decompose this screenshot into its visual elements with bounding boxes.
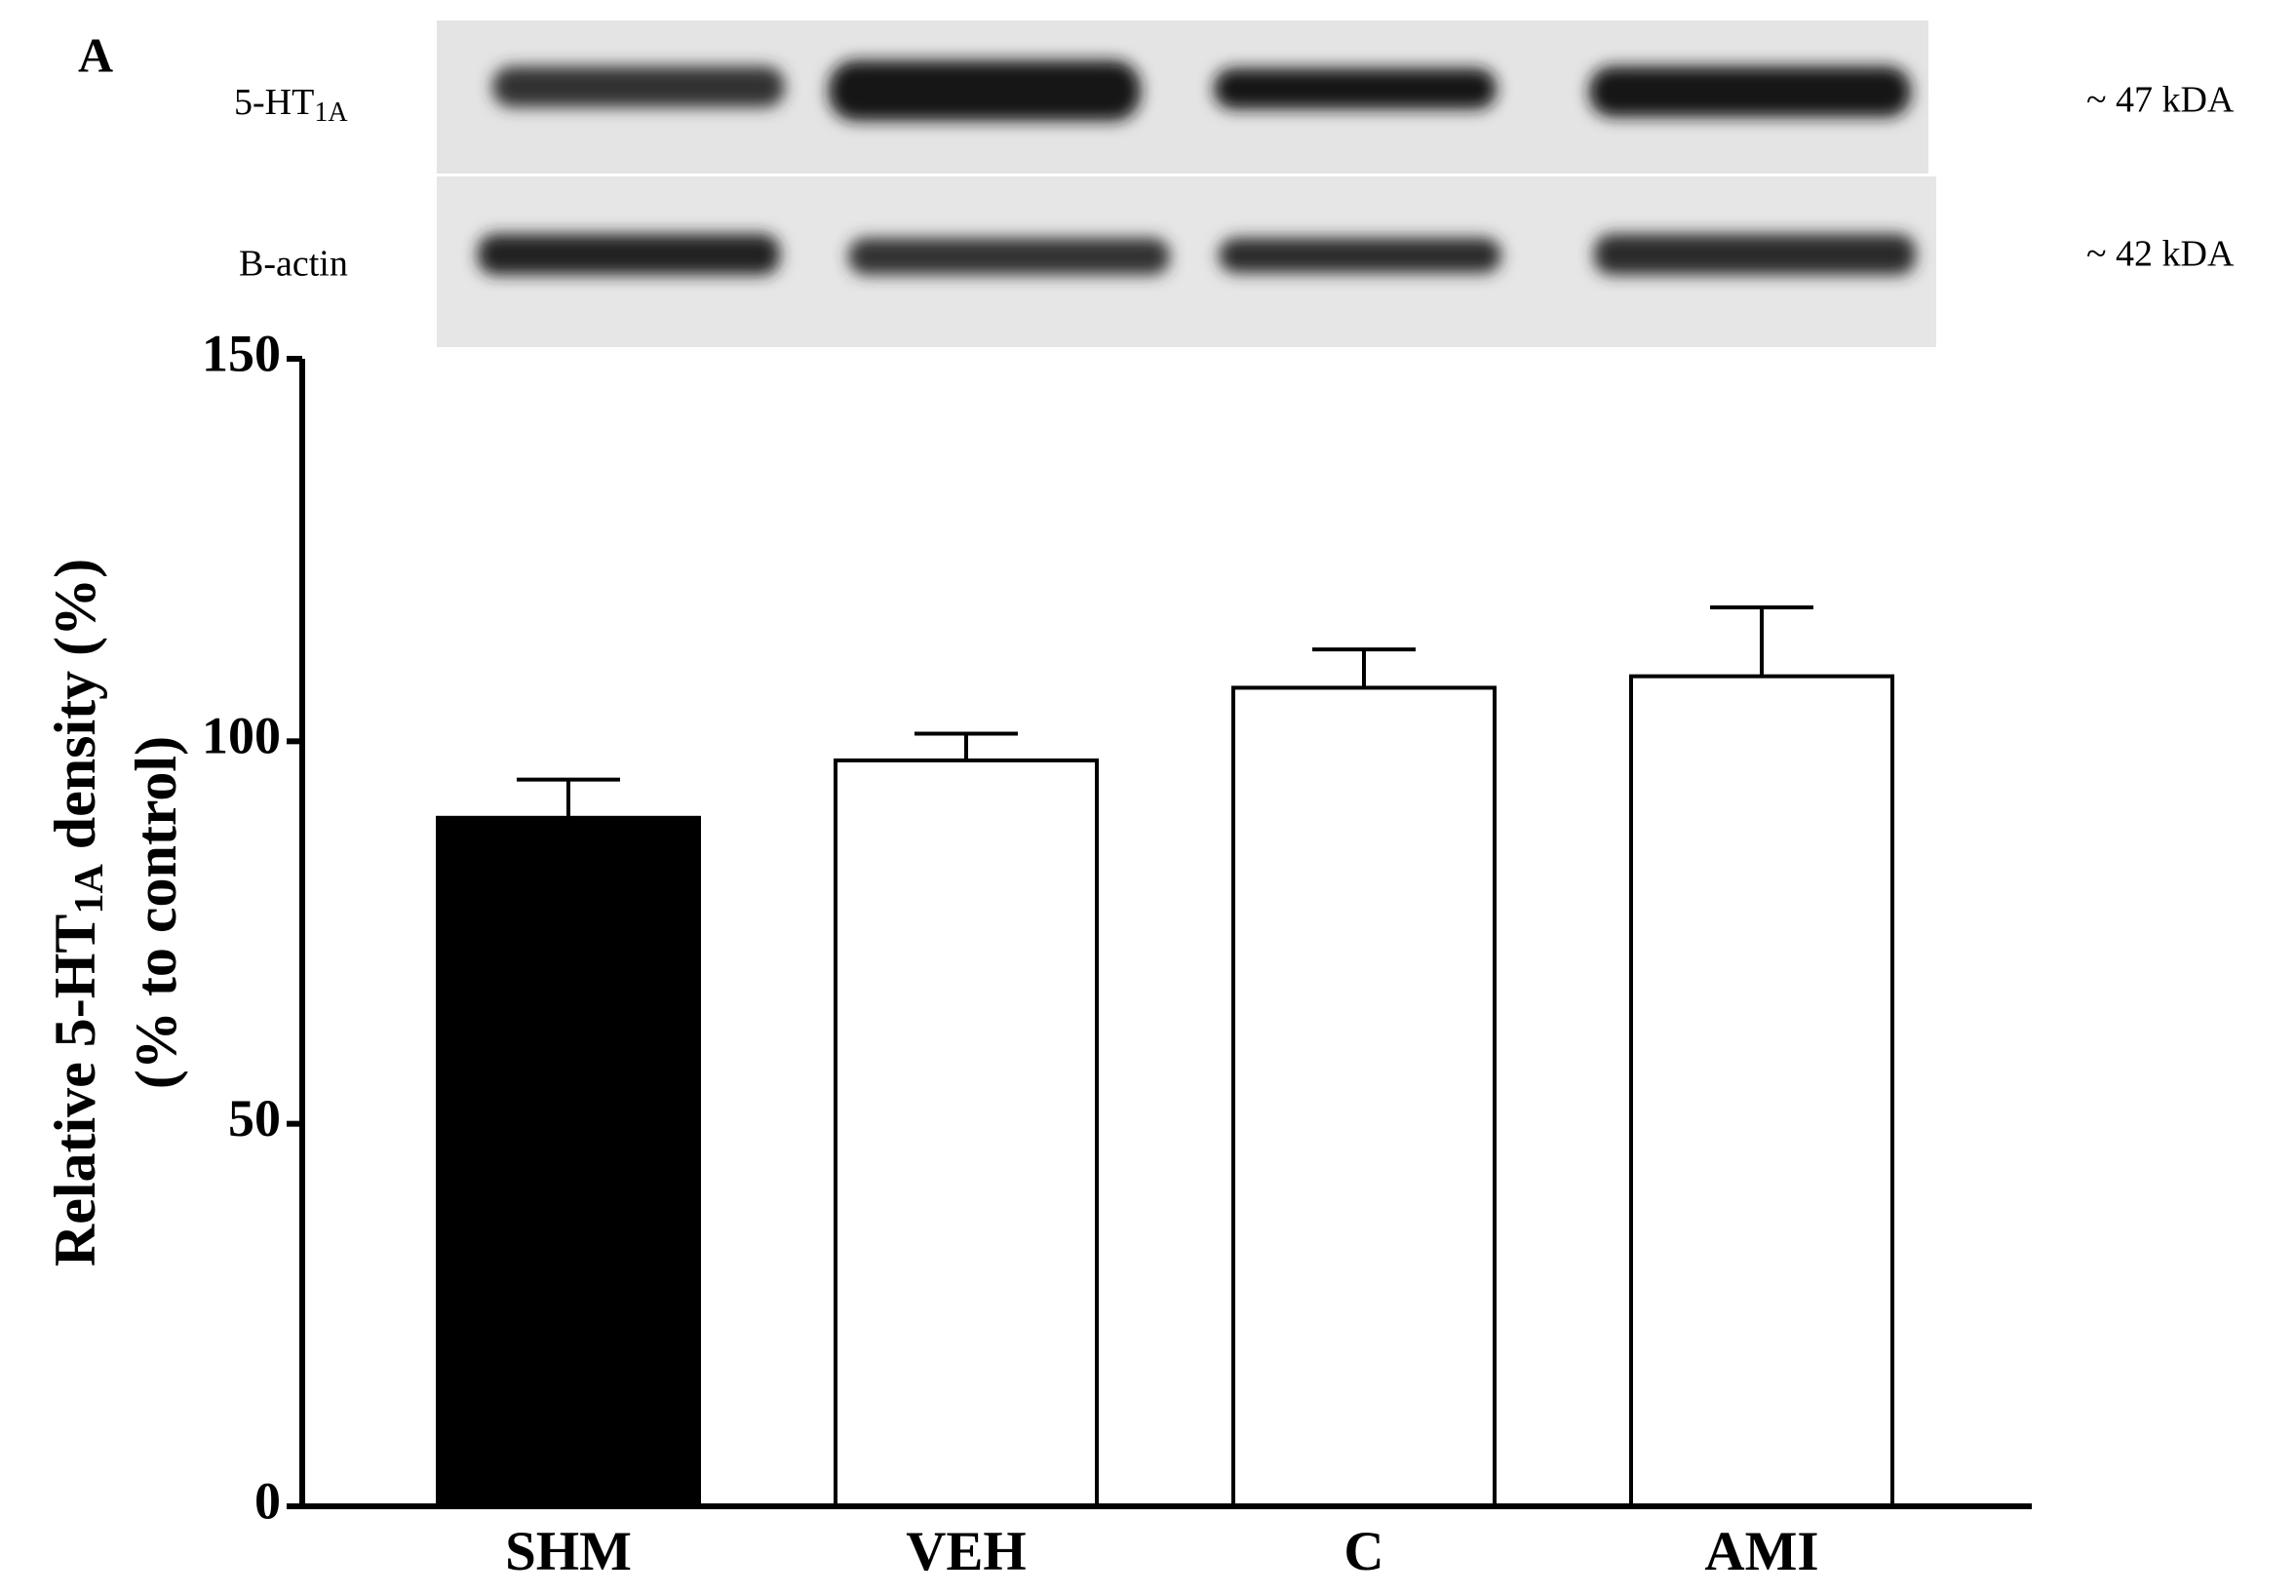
y-tick-label: 150 [202,324,281,382]
western-blot [437,20,1936,347]
bar [834,758,1099,1508]
y-tick-label: 100 [202,707,281,765]
x-tick-label: VEH [906,1521,1027,1582]
panel-label: A [78,27,113,82]
y-tick-label: 0 [254,1471,281,1530]
x-tick-label: C [1343,1521,1383,1582]
y-axis-label: (% to control) [124,736,188,1089]
blot-label: 5-HT1A [234,82,348,129]
y-tick-label: 50 [228,1089,281,1148]
bar [1231,685,1497,1508]
y-axis-label: Relative 5-HT1A density (%) [43,559,112,1266]
x-tick-label: AMI [1704,1521,1818,1582]
blot-size: ~ 47 kDA [2086,80,2235,121]
bar [1629,674,1894,1508]
blot-label: B-actin [239,244,348,285]
bar [436,815,701,1508]
blot-size: ~ 42 kDA [2086,234,2235,275]
x-tick-label: SHM [505,1521,632,1582]
